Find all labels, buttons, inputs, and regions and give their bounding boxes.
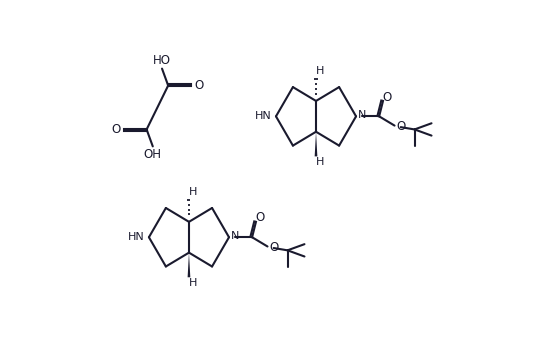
Text: N: N: [230, 231, 239, 241]
Text: HN: HN: [128, 232, 145, 242]
Text: HN: HN: [256, 111, 272, 121]
Text: O: O: [269, 241, 278, 254]
Polygon shape: [188, 253, 191, 277]
Polygon shape: [314, 132, 317, 156]
Text: H: H: [316, 66, 324, 76]
Text: OH: OH: [144, 148, 162, 161]
Text: O: O: [396, 120, 405, 133]
Text: O: O: [382, 91, 391, 104]
Text: H: H: [188, 187, 197, 197]
Text: O: O: [255, 211, 264, 225]
Text: H: H: [316, 157, 324, 167]
Text: H: H: [188, 278, 197, 288]
Text: O: O: [111, 123, 121, 136]
Text: N: N: [358, 110, 366, 120]
Text: HO: HO: [153, 54, 171, 67]
Text: O: O: [194, 79, 204, 92]
